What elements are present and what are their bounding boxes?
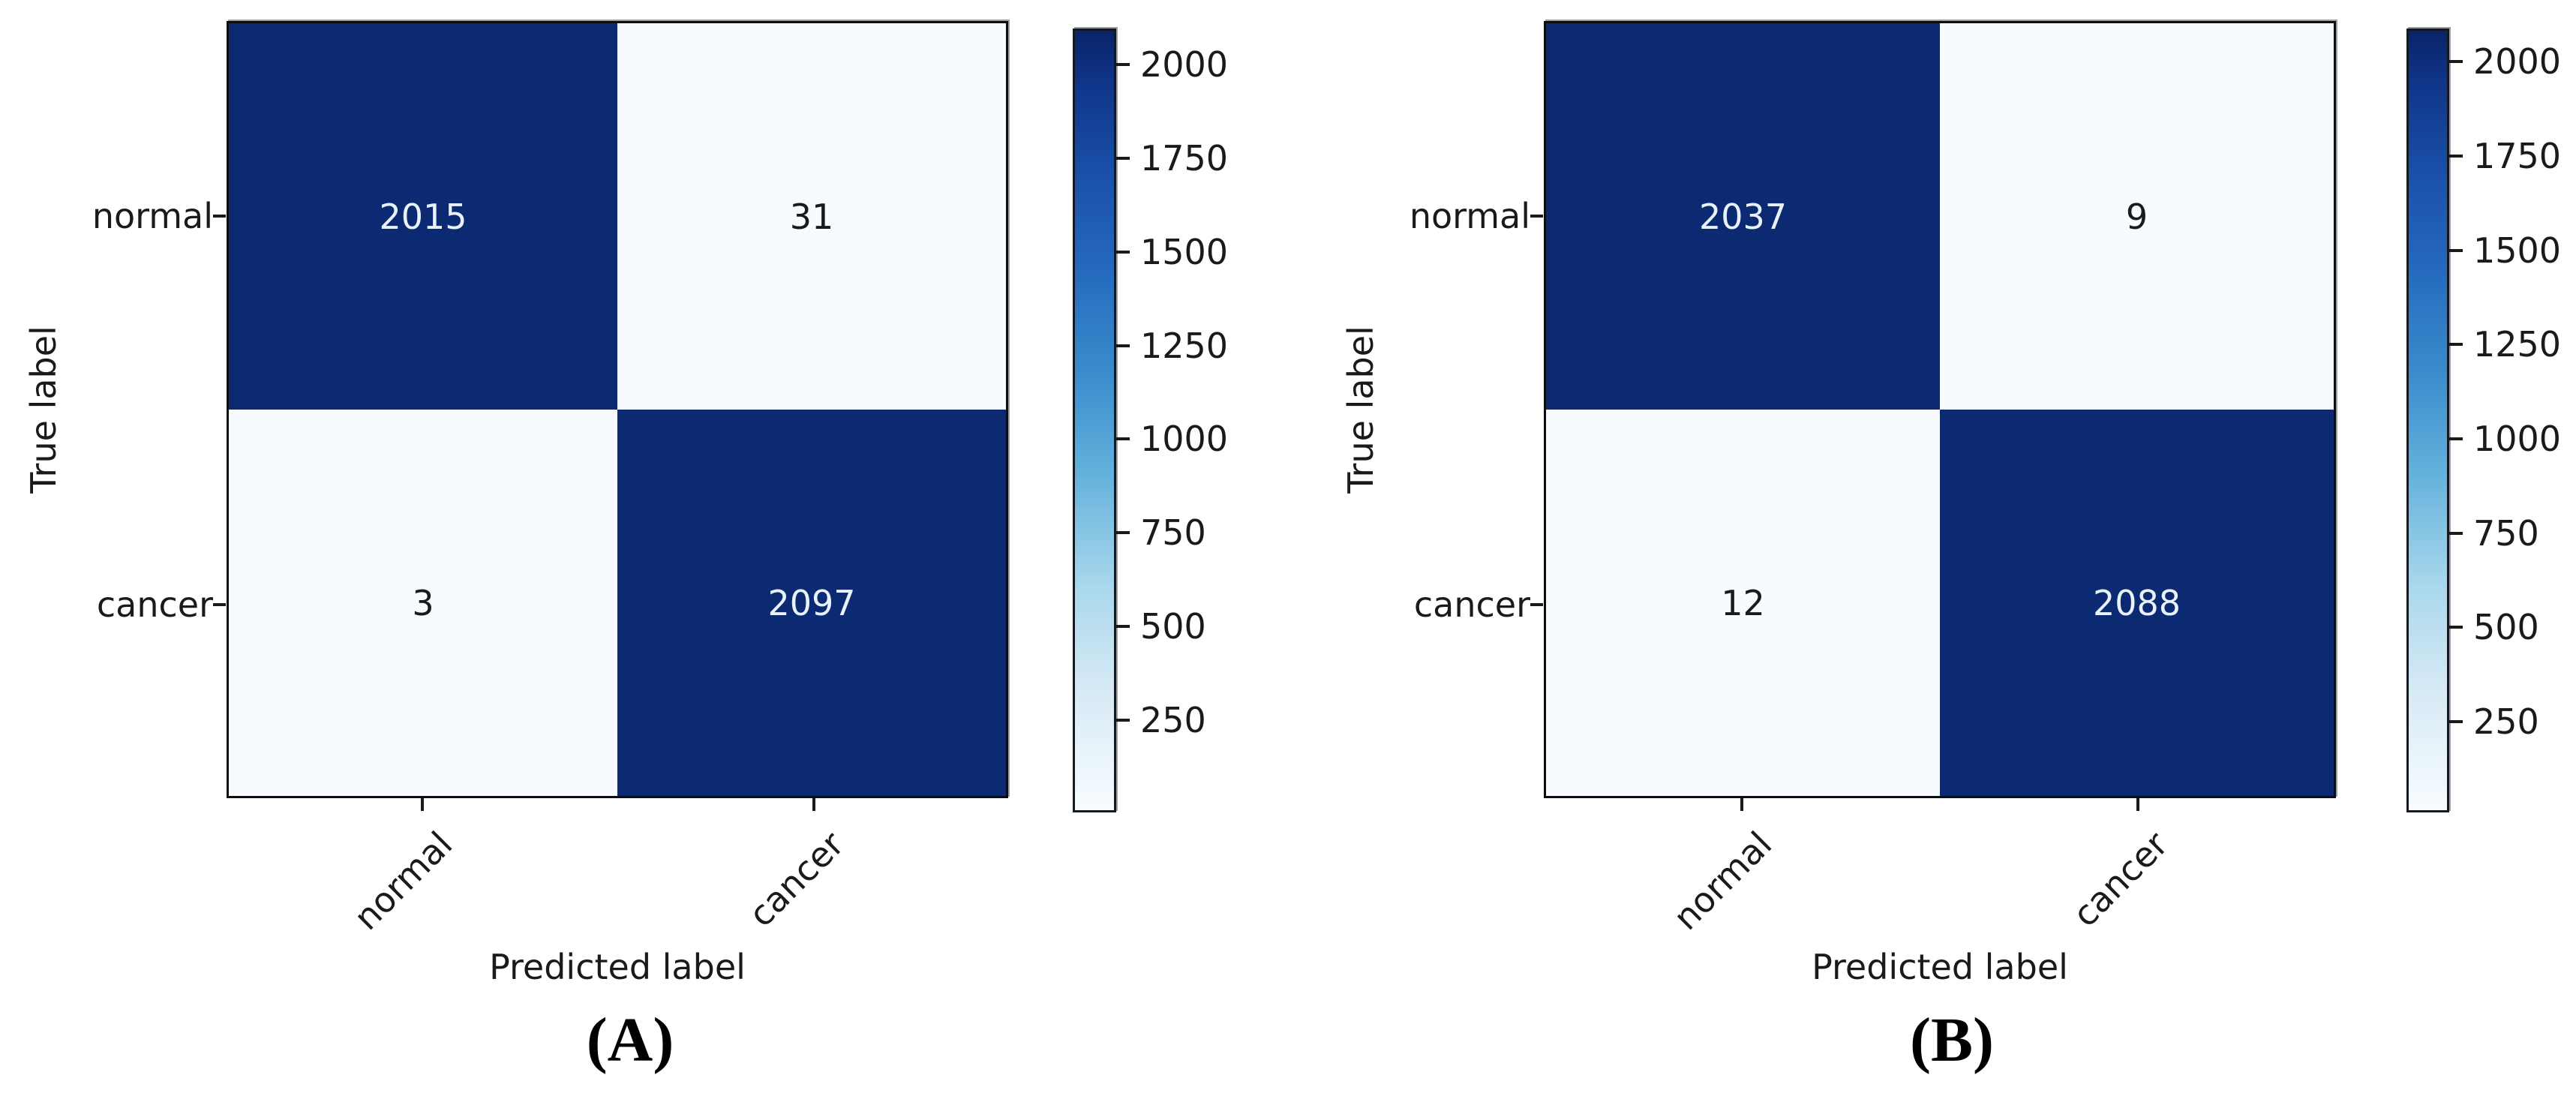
heatmap-cell: 2037 xyxy=(1546,23,1940,410)
cell-value: 2088 xyxy=(2092,582,2181,623)
heatmap-cell: 2088 xyxy=(1940,410,2334,796)
x-axis-label: Predicted label xyxy=(1812,947,2068,987)
colorbar-tick-label: 1000 xyxy=(2473,418,2562,459)
x-tick-mark xyxy=(1740,798,1743,811)
colorbar-tick: 2000 xyxy=(2449,41,2561,82)
colorbar-tick-mark xyxy=(2449,531,2463,535)
colorbar-tick-mark xyxy=(2449,626,2463,629)
colorbar-tick-mark xyxy=(2449,719,2463,723)
y-axis-label: True label xyxy=(23,326,64,494)
colorbar-tick-label: 1750 xyxy=(2473,135,2562,176)
colorbar-tick-mark xyxy=(1116,63,1130,67)
cell-value: 9 xyxy=(2125,196,2148,237)
heatmap-grid: 2037 9 12 2088 xyxy=(1544,21,2336,798)
colorbar-tick: 1500 xyxy=(1116,232,1228,272)
colorbar-tick-label: 1000 xyxy=(1140,419,1229,460)
colorbar-ticks: 2000 1750 1500 1250 1000 750 500 250 xyxy=(1116,29,1228,812)
colorbar-tick: 1750 xyxy=(2449,136,2561,176)
x-tick-label-normal: normal xyxy=(346,824,461,938)
colorbar-tick: 1750 xyxy=(1116,138,1228,179)
colorbar-tick: 1250 xyxy=(2449,324,2561,365)
colorbar-tick-mark xyxy=(2449,437,2463,440)
y-axis-label: True label xyxy=(1341,326,1381,494)
colorbar-tick-mark xyxy=(1116,250,1130,254)
colorbar-tick-label: 750 xyxy=(2473,512,2539,554)
x-tick-mark xyxy=(421,798,424,811)
colorbar-tick-label: 250 xyxy=(1140,699,1206,740)
colorbar-tick: 750 xyxy=(2449,513,2539,554)
colorbar-tick: 250 xyxy=(2449,701,2539,742)
cell-value: 2037 xyxy=(1698,196,1788,237)
cell-value: 31 xyxy=(789,196,834,237)
x-tick-label-normal: normal xyxy=(1665,824,1780,938)
y-tick-mark xyxy=(1530,603,1543,606)
y-tick-label-normal: normal xyxy=(1409,196,1530,236)
heatmap-cell: 2015 xyxy=(229,23,617,410)
colorbar-tick-mark xyxy=(2449,248,2463,252)
colorbar-tick-label: 1250 xyxy=(2473,324,2562,365)
colorbar-tick: 500 xyxy=(1116,606,1206,647)
colorbar-tick-mark xyxy=(2449,343,2463,347)
colorbar-tick: 2000 xyxy=(1116,44,1228,85)
colorbar-tick-mark xyxy=(2449,60,2463,64)
colorbar-tick-mark xyxy=(1116,531,1130,535)
colorbar-tick-label: 1500 xyxy=(1140,231,1229,272)
colorbar-tick-label: 750 xyxy=(1140,512,1206,554)
colorbar-tick-mark xyxy=(1116,437,1130,441)
colorbar-tick: 500 xyxy=(2449,607,2539,647)
colorbar-tick-label: 1500 xyxy=(2473,230,2562,271)
y-tick-label-cancer: cancer xyxy=(96,584,213,625)
panel-caption: (A) xyxy=(586,1005,674,1075)
heatmap-cell: 31 xyxy=(617,23,1006,410)
colorbar-tick-label: 500 xyxy=(2473,607,2539,648)
colorbar-tick-label: 500 xyxy=(1140,605,1206,647)
cell-value: 2015 xyxy=(379,196,467,237)
colorbar-tick: 1000 xyxy=(2449,419,2561,459)
x-tick-label-cancer: cancer xyxy=(740,824,852,935)
heatmap-cell: 3 xyxy=(229,410,617,796)
colorbar-tick-mark xyxy=(1116,157,1130,161)
colorbar xyxy=(1073,29,1116,812)
colorbar-ticks: 2000 1750 1500 1250 1000 750 500 250 xyxy=(2449,29,2561,812)
panel-caption: (B) xyxy=(1910,1005,1994,1075)
colorbar-tick-label: 2000 xyxy=(2473,41,2562,83)
colorbar-tick: 1500 xyxy=(2449,230,2561,271)
y-tick-mark xyxy=(213,603,226,606)
colorbar-tick-mark xyxy=(1116,624,1130,628)
x-tick-mark xyxy=(812,798,815,811)
x-axis-label: Predicted label xyxy=(489,947,746,987)
x-tick-mark xyxy=(2136,798,2139,811)
panel-b: True label normal cancer 2037 9 12 2088 … xyxy=(1317,0,2576,1105)
colorbar-tick-label: 1250 xyxy=(1140,325,1229,366)
y-tick-label-cancer: cancer xyxy=(1413,584,1530,625)
x-tick-label-cancer: cancer xyxy=(2064,824,2176,935)
colorbar-tick-mark xyxy=(1116,344,1130,347)
y-tick-label-normal: normal xyxy=(92,196,213,236)
colorbar-tick-label: 2000 xyxy=(1140,44,1229,86)
colorbar-tick-label: 1750 xyxy=(1140,138,1229,179)
colorbar-tick-label: 250 xyxy=(2473,701,2539,742)
heatmap-grid: 2015 31 3 2097 xyxy=(227,21,1008,798)
cell-value: 2097 xyxy=(767,582,856,623)
panel-a: True label normal cancer 2015 31 3 2097 … xyxy=(23,21,1228,1075)
y-tick-mark xyxy=(1530,215,1543,218)
cell-value: 3 xyxy=(412,582,434,623)
heatmap-cell: 2097 xyxy=(617,410,1006,796)
colorbar-tick-mark xyxy=(1116,718,1130,722)
y-tick-mark xyxy=(213,215,226,218)
colorbar-tick: 1250 xyxy=(1116,326,1228,366)
colorbar-tick: 750 xyxy=(1116,512,1206,553)
cell-value: 12 xyxy=(1721,582,1765,623)
colorbar xyxy=(2406,29,2449,812)
colorbar-tick-mark xyxy=(2449,154,2463,158)
colorbar-tick: 250 xyxy=(1116,700,1206,740)
heatmap-cell: 9 xyxy=(1940,23,2334,410)
heatmap-cell: 12 xyxy=(1546,410,1940,796)
colorbar-tick: 1000 xyxy=(1116,419,1228,459)
